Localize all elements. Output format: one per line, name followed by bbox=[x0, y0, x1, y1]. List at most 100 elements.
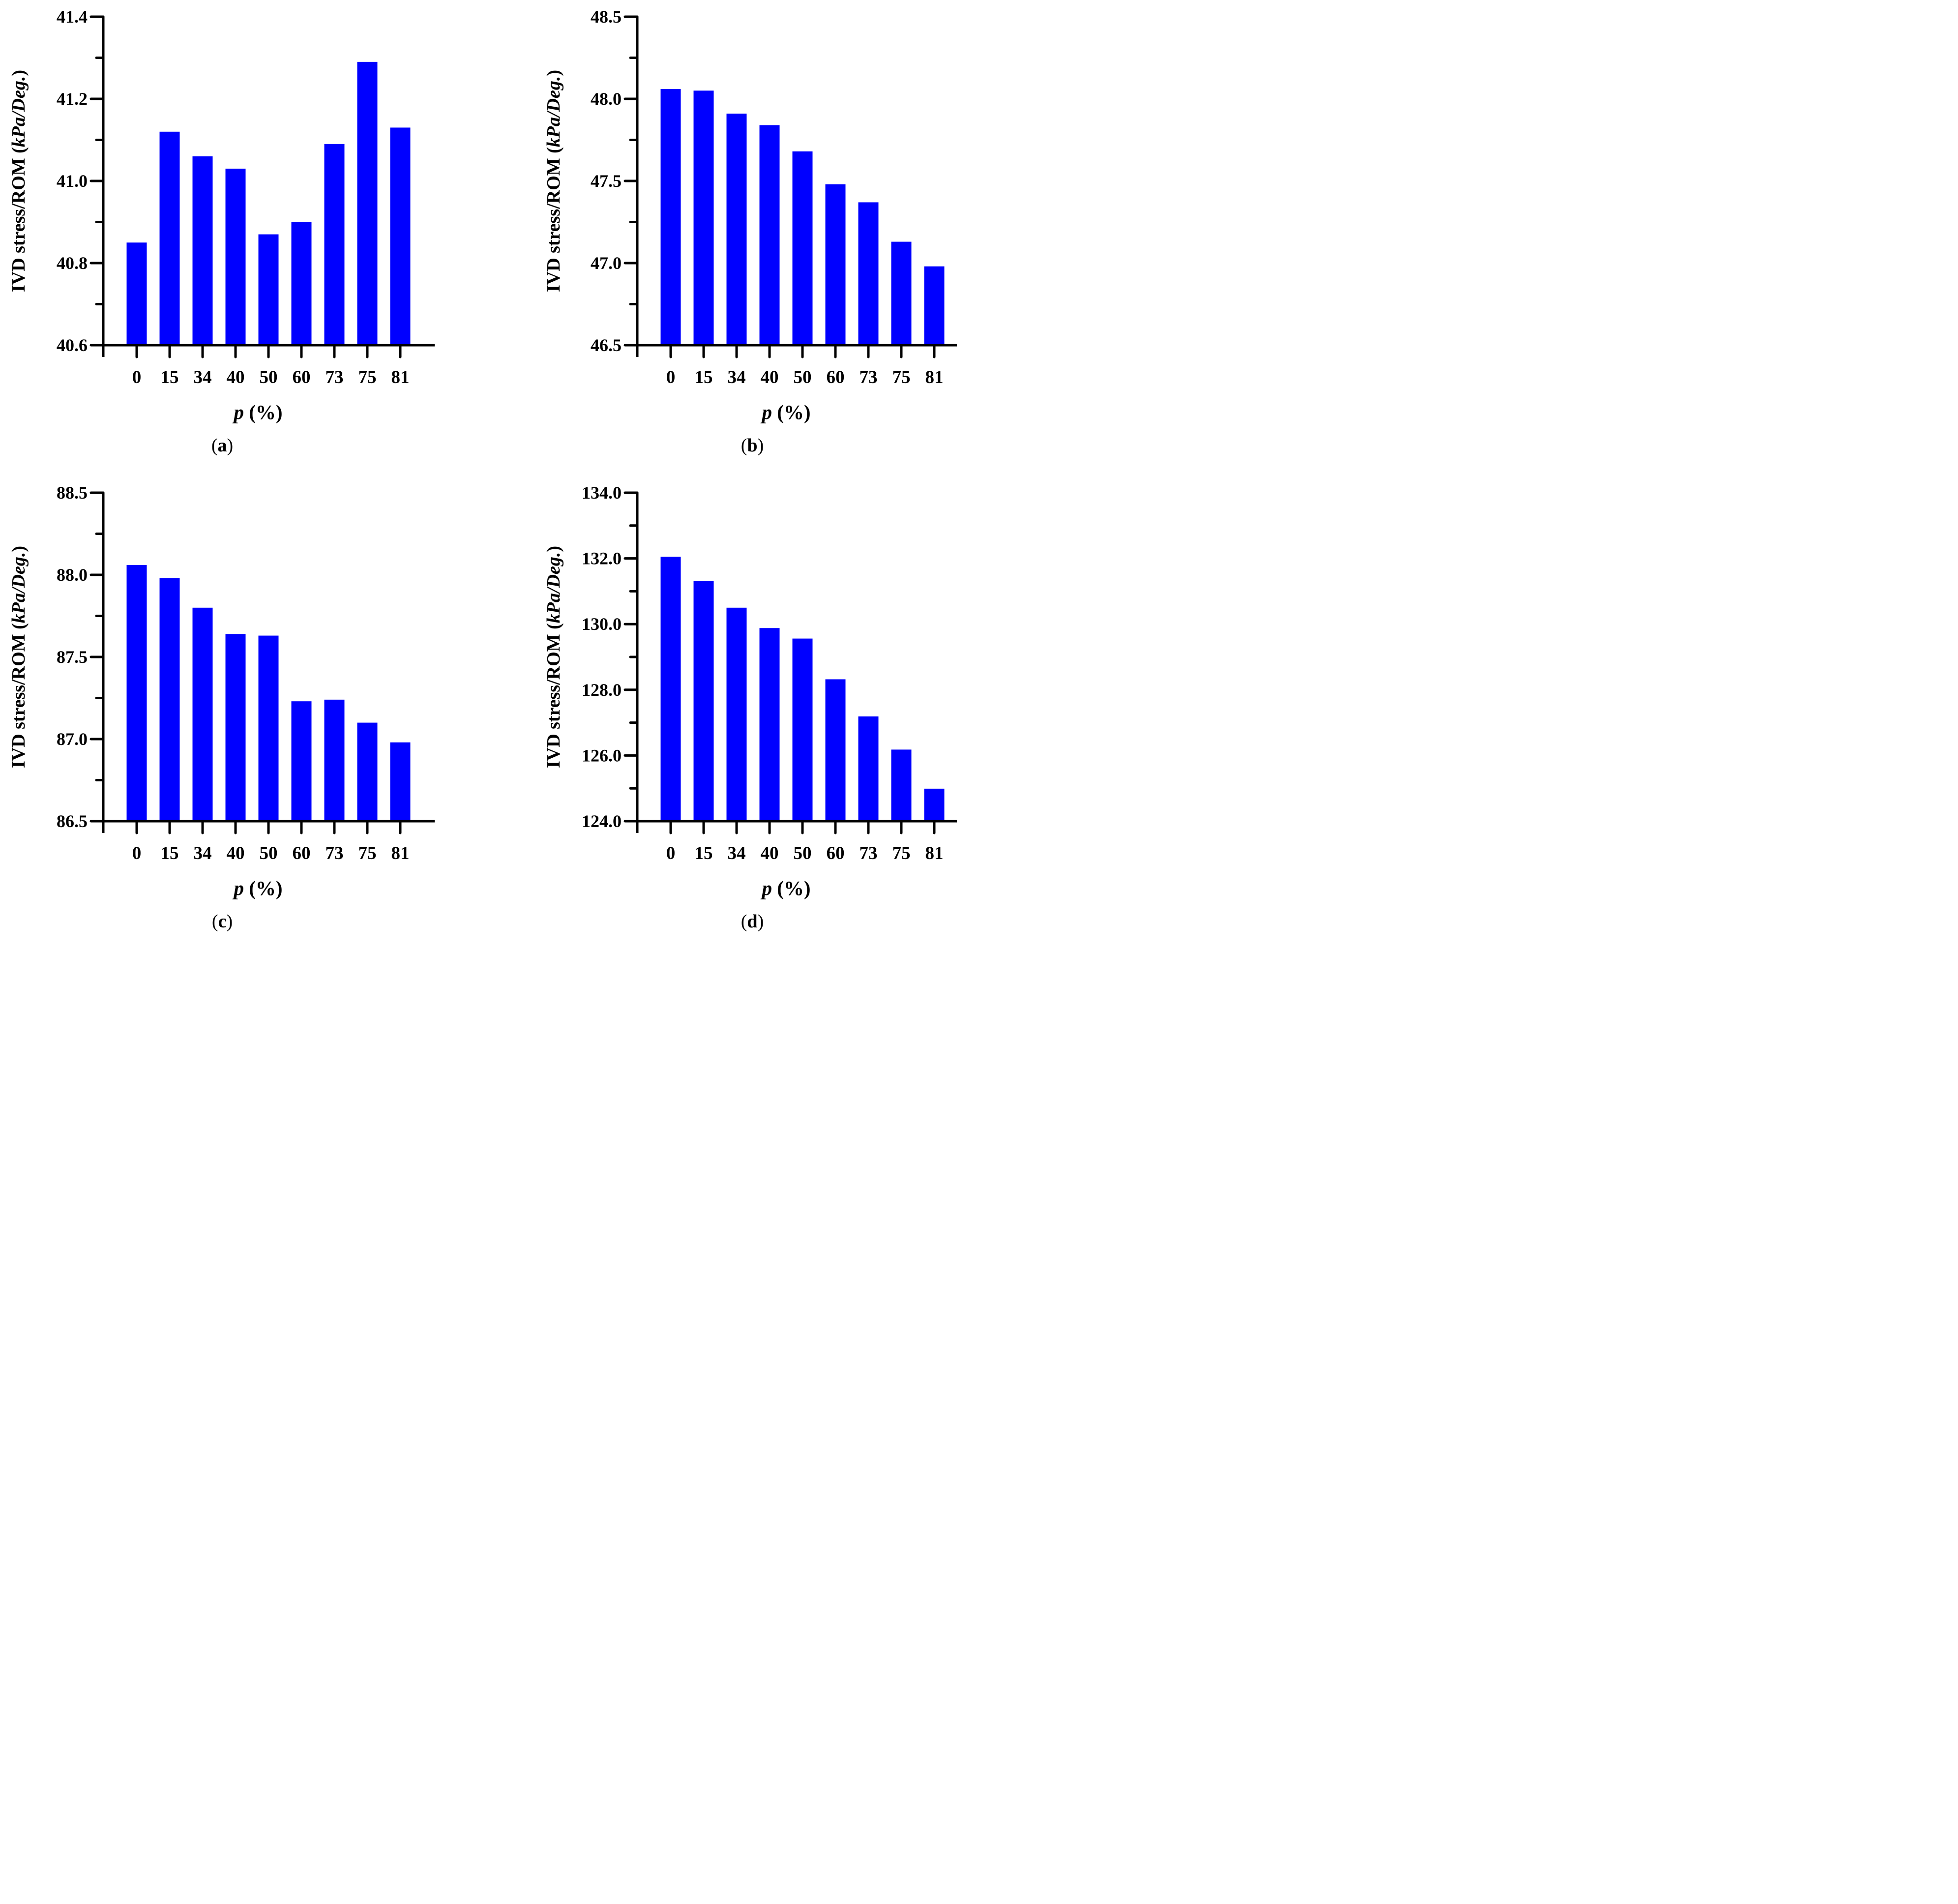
y-tick-label: 88.5 bbox=[57, 483, 88, 503]
x-tick-label: 40 bbox=[227, 843, 245, 863]
x-tick-label: 60 bbox=[827, 843, 845, 863]
panel-grid: 40.6 40.8 41.0 41.2 41.4 0 15 34 40 50 60 73 75 81 p (… bbox=[0, 0, 979, 952]
bar-p40 bbox=[759, 628, 780, 821]
bar-p81 bbox=[390, 127, 411, 345]
bar-p75 bbox=[891, 241, 912, 345]
y-tick-label: 41.2 bbox=[57, 89, 88, 109]
figure-page: 40.6 40.8 41.0 41.2 41.4 0 15 34 40 50 60 73 75 81 p (… bbox=[0, 0, 979, 952]
y-tick-label: 86.5 bbox=[57, 811, 88, 831]
bar-p50 bbox=[258, 234, 279, 345]
caption-paren: ( bbox=[211, 435, 218, 456]
caption-paren: ) bbox=[227, 435, 234, 456]
panel-a: 40.6 40.8 41.0 41.2 41.4 0 15 34 40 50 60 73 75 81 p (… bbox=[0, 0, 490, 476]
y-tick-label: 126.0 bbox=[582, 745, 622, 765]
caption-paren: ) bbox=[226, 911, 233, 932]
panel-caption-b: (b) bbox=[741, 435, 764, 456]
y-tick-label: 130.0 bbox=[582, 614, 622, 634]
y-tick-label: 88.0 bbox=[57, 565, 88, 585]
x-axis-title: p (%) bbox=[232, 877, 282, 899]
caption-paren: ( bbox=[741, 435, 747, 456]
bar-p81 bbox=[390, 742, 411, 821]
y-tick-label: 47.5 bbox=[591, 171, 622, 191]
x-tick-label: 34 bbox=[194, 843, 212, 863]
y-tick-label: 40.6 bbox=[57, 335, 88, 355]
bar-p73 bbox=[324, 144, 345, 345]
x-tick-label: 15 bbox=[695, 843, 713, 863]
bar-p34 bbox=[192, 607, 213, 821]
y-tick-label: 87.5 bbox=[57, 647, 88, 667]
panel-caption-c: (c) bbox=[212, 911, 233, 932]
bar-p0 bbox=[660, 89, 681, 345]
bar-p40 bbox=[759, 125, 780, 345]
x-tick-label: 0 bbox=[666, 843, 676, 863]
x-tick-label: 0 bbox=[132, 843, 142, 863]
caption-paren: ( bbox=[741, 911, 747, 932]
x-tick-label: 40 bbox=[761, 843, 779, 863]
x-tick-label: 73 bbox=[326, 843, 344, 863]
x-tick-label: 75 bbox=[358, 843, 377, 863]
bar-p81 bbox=[924, 266, 945, 345]
bar-p73 bbox=[858, 716, 879, 821]
panel-caption-a: (a) bbox=[211, 435, 233, 456]
caption-paren: ( bbox=[211, 911, 218, 932]
bar-p15 bbox=[693, 581, 714, 821]
x-tick-label: 73 bbox=[326, 367, 344, 387]
bar-p40 bbox=[225, 168, 246, 345]
bar-p50 bbox=[258, 635, 279, 821]
x-tick-label: 50 bbox=[260, 843, 278, 863]
y-tick-label: 124.0 bbox=[582, 811, 622, 831]
chart-a: 40.6 40.8 41.0 41.2 41.4 0 15 34 40 50 60 73 75 81 p (… bbox=[8, 7, 435, 423]
bar-p34 bbox=[192, 156, 213, 345]
chart-b: 46.5 47.0 47.5 48.0 48.5 0 15 34 40 50 60 73 75 81 p (… bbox=[543, 7, 957, 423]
bar-p50 bbox=[792, 151, 813, 345]
bar-p0 bbox=[660, 557, 681, 821]
bar-p60 bbox=[825, 679, 846, 821]
bar-p81 bbox=[924, 788, 945, 821]
y-tick-label: 132.0 bbox=[582, 549, 622, 568]
caption-letter: c bbox=[218, 911, 227, 932]
bar-p34 bbox=[726, 114, 747, 345]
x-tick-label: 73 bbox=[860, 367, 878, 387]
bar-p75 bbox=[357, 61, 378, 346]
bar-p40 bbox=[225, 634, 246, 821]
x-tick-label: 73 bbox=[860, 843, 878, 863]
bar-p73 bbox=[324, 699, 345, 821]
x-tick-label: 50 bbox=[794, 843, 812, 863]
y-tick-label: 48.0 bbox=[591, 89, 622, 109]
x-tick-label: 40 bbox=[761, 367, 779, 387]
chart-c: 86.5 87.0 87.5 88.0 88.5 0 15 34 40 50 60 73 75 81 p (… bbox=[8, 483, 435, 899]
x-tick-label: 60 bbox=[293, 843, 311, 863]
x-tick-label: 15 bbox=[695, 367, 713, 387]
y-tick-label: 87.0 bbox=[57, 729, 88, 749]
x-tick-label: 34 bbox=[728, 843, 746, 863]
x-axis-title: p (%) bbox=[232, 401, 282, 423]
x-tick-label: 50 bbox=[794, 367, 812, 387]
x-tick-label: 81 bbox=[925, 843, 944, 863]
y-tick-label: 40.8 bbox=[57, 253, 88, 273]
y-tick-label: 134.0 bbox=[582, 483, 622, 503]
bar-p34 bbox=[726, 607, 747, 821]
bar-p15 bbox=[159, 131, 180, 345]
x-tick-label: 34 bbox=[194, 367, 212, 387]
y-tick-label: 128.0 bbox=[582, 680, 622, 700]
caption-letter: d bbox=[747, 911, 758, 932]
chart-d: 124.0 126.0 128.0 130.0 132.0 134.0 0 15 34 40 50 6… bbox=[543, 483, 957, 899]
x-tick-label: 60 bbox=[293, 367, 311, 387]
panel-b: 46.5 47.0 47.5 48.0 48.5 0 15 34 40 50 60 73 75 81 p (… bbox=[490, 0, 979, 476]
bar-p0 bbox=[126, 565, 147, 821]
bar-p73 bbox=[858, 202, 879, 345]
x-tick-label: 0 bbox=[666, 367, 676, 387]
caption-paren: ) bbox=[757, 911, 764, 932]
y-tick-label: 48.5 bbox=[591, 7, 622, 27]
y-tick-label: 41.0 bbox=[57, 171, 88, 191]
y-tick-label: 41.4 bbox=[57, 7, 88, 27]
bar-p15 bbox=[159, 578, 180, 821]
y-tick-label: 47.0 bbox=[591, 253, 622, 273]
x-tick-label: 50 bbox=[260, 367, 278, 387]
bar-p75 bbox=[357, 722, 378, 821]
bar-p60 bbox=[291, 701, 312, 821]
bar-p60 bbox=[825, 184, 846, 345]
x-tick-label: 81 bbox=[391, 843, 410, 863]
y-axis-title: IVD stress/ROM (kPa/Deg.) bbox=[8, 546, 29, 768]
bar-p50 bbox=[792, 638, 813, 821]
